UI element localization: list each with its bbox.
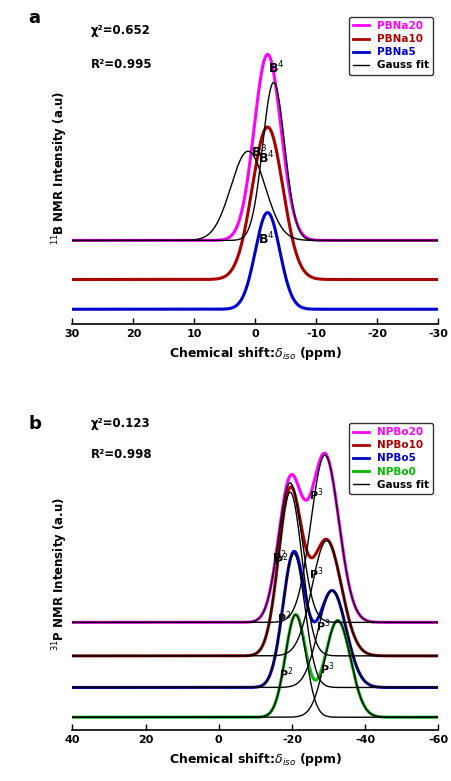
Text: B$^4$: B$^4$ [258,231,275,248]
Legend: PBNa20, PBNa10, PBNa5, Gauss fit: PBNa20, PBNa10, PBNa5, Gauss fit [348,17,432,75]
Y-axis label: $^{31}$P NMR Intensity (a.u): $^{31}$P NMR Intensity (a.u) [50,497,69,651]
Y-axis label: $^{11}$B NMR Intensity (a.u): $^{11}$B NMR Intensity (a.u) [50,91,69,245]
X-axis label: Chemical shift:$\delta_{iso}$ (ppm): Chemical shift:$\delta_{iso}$ (ppm) [168,344,341,362]
Text: χ²=0.652: χ²=0.652 [90,23,150,37]
Legend: NPBo20, NPBo10, NPBo5, NPBo0, Gauss fit: NPBo20, NPBo10, NPBo5, NPBo0, Gauss fit [348,423,432,494]
Text: R²=0.995: R²=0.995 [90,58,152,71]
Text: P$^2$: P$^2$ [272,548,286,565]
Text: P$^2$: P$^2$ [279,665,293,682]
Text: P$^3$: P$^3$ [319,661,333,677]
Text: R²=0.998: R²=0.998 [90,448,152,462]
Text: b: b [28,415,41,433]
Text: P$^3$: P$^3$ [308,565,322,582]
Text: P$^3$: P$^3$ [308,486,322,503]
Text: B$^4$: B$^4$ [258,149,275,166]
Text: P$^3$: P$^3$ [315,617,330,633]
Text: χ²=0.123: χ²=0.123 [90,417,150,430]
Text: P$^2$: P$^2$ [277,609,291,626]
X-axis label: Chemical shift:$\delta_{iso}$ (ppm): Chemical shift:$\delta_{iso}$ (ppm) [168,751,341,768]
Text: a: a [28,9,40,27]
Text: P$^2$: P$^2$ [273,551,288,568]
Text: B$^3$: B$^3$ [250,144,267,160]
Text: B$^4$: B$^4$ [268,60,285,77]
